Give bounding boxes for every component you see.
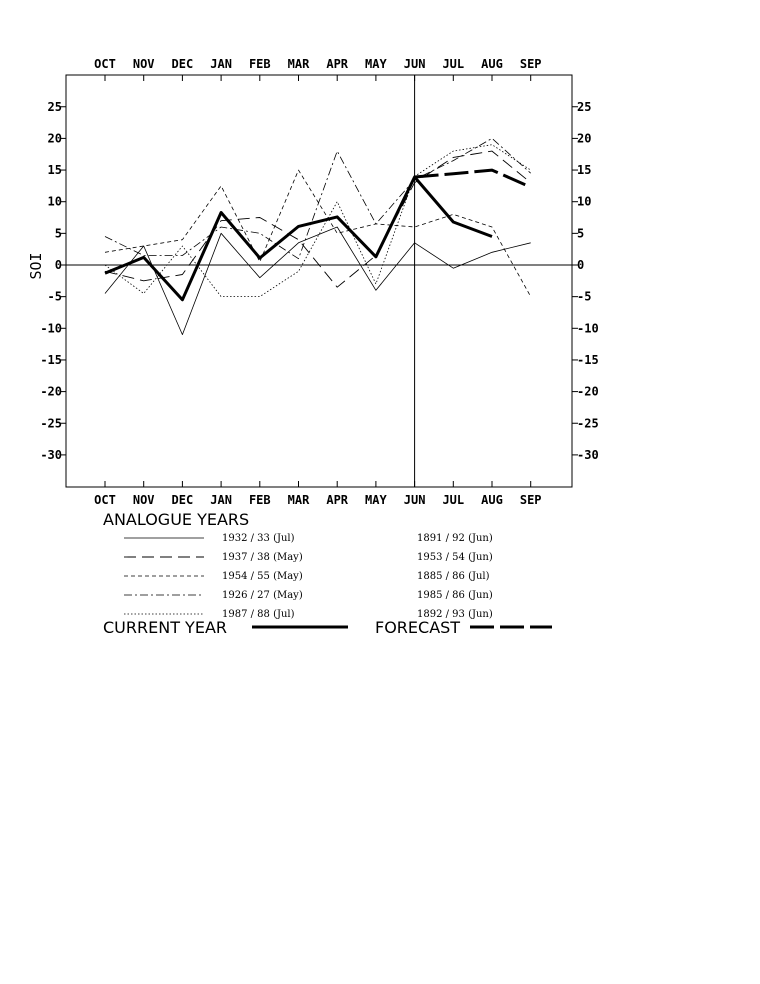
x-tick-label-bottom: AUG (481, 493, 503, 507)
legend-entry-left: 1937 / 38 (May) (222, 552, 303, 563)
current-year-label: CURRENT YEAR (103, 618, 227, 637)
legend-title: ANALOGUE YEARS (103, 510, 249, 529)
y-tick-label-right: 25 (577, 100, 591, 114)
x-tick-label-top: APR (326, 57, 348, 71)
x-tick-label-top: FEB (249, 57, 271, 71)
y-tick-label-right: 20 (577, 131, 591, 145)
x-tick-label-top: AUG (481, 57, 503, 71)
x-tick-label-top: OCT (94, 57, 116, 71)
legend-entry-left: 1932 / 33 (Jul) (222, 533, 295, 544)
y-tick-label-left: -15 (40, 353, 62, 367)
legend-entry-right: 1891 / 92 (Jun) (417, 533, 493, 544)
y-tick-label-right: -15 (577, 353, 599, 367)
analogue-series-line-3 (104, 137, 531, 260)
x-tick-label-bottom: SEP (520, 493, 542, 507)
forecast-label: FORECAST (375, 618, 460, 637)
analogue-series-line-2 (104, 169, 532, 297)
x-tick-label-top: NOV (133, 57, 155, 71)
y-tick-label-left: -10 (40, 321, 62, 335)
series-lines (104, 137, 532, 336)
y-tick-label-left: 10 (48, 195, 62, 209)
analogue-series-line-4 (104, 144, 531, 298)
analogue-series-line-1 (104, 150, 531, 288)
y-tick-label-left: 20 (48, 131, 62, 145)
y-tick-label-right: -25 (577, 416, 599, 430)
x-tick-label-bottom: FEB (249, 493, 271, 507)
y-tick-label-right: -10 (577, 321, 599, 335)
x-tick-label-bottom: JAN (210, 493, 232, 507)
y-axis-label: SOI (27, 252, 45, 279)
y-tick-label-left: -20 (40, 385, 62, 399)
legend-entry-left: 1926 / 27 (May) (222, 590, 303, 601)
x-tick-label-top: DEC (172, 57, 194, 71)
y-tick-label-left: -25 (40, 416, 62, 430)
y-tick-label-left: 25 (48, 100, 62, 114)
axis-ticks (60, 75, 578, 487)
x-tick-label-top: MAR (288, 57, 310, 71)
y-tick-label-right: -30 (577, 448, 599, 462)
analogue-series-line-0 (104, 226, 531, 336)
x-tick-label-bottom: DEC (172, 493, 194, 507)
y-tick-label-left: 5 (55, 226, 62, 240)
y-tick-label-right: 0 (577, 258, 584, 272)
plot-frame (65, 74, 573, 488)
legend-entry-right: 1953 / 54 (Jun) (417, 552, 493, 563)
y-tick-labels: 25 25 20 20 15 15 10 10 5 5 0 0 -5 -5 -10 -10 -15 -15 -20 -… (40, 100, 598, 462)
x-tick-label-top: SEP (520, 57, 542, 71)
y-tick-label-left: 15 (48, 163, 62, 177)
y-tick-label-left: -5 (48, 290, 62, 304)
legend-entry-right: 1892 / 93 (Jun) (417, 609, 493, 620)
x-tick-label-top: JAN (210, 57, 232, 71)
legend-entry-right: 1885 / 86 (Jul) (417, 571, 490, 582)
legend-entry-left: 1954 / 55 (May) (222, 571, 303, 582)
x-tick-label-bottom: MAR (288, 493, 310, 507)
x-tick-label-bottom: NOV (133, 493, 155, 507)
legend: ANALOGUE YEARS 1932 / 33 (Jul) 1937 / 38 … (103, 510, 552, 637)
y-tick-label-right: 15 (577, 163, 591, 177)
legend-entry-right: 1985 / 86 (Jun) (417, 590, 493, 601)
y-tick-label-left: -30 (40, 448, 62, 462)
y-tick-label-right: -5 (577, 290, 591, 304)
y-tick-label-left: 0 (55, 258, 62, 272)
y-tick-label-right: 10 (577, 195, 591, 209)
x-tick-label-bottom: APR (326, 493, 348, 507)
y-tick-label-right: -20 (577, 385, 599, 399)
x-tick-labels: OCT OCT NOV NOV DEC DEC JAN JAN FEB FEB MAR MAR APR A… (94, 57, 541, 507)
x-tick-label-bottom: MAY (365, 493, 387, 507)
x-tick-label-bottom: JUN (404, 493, 426, 507)
x-tick-label-top: JUL (442, 57, 464, 71)
legend-rows: 1932 / 33 (Jul) 1937 / 38 (May) 1954 / 55 … (124, 533, 493, 620)
current-year-line (104, 175, 493, 302)
legend-entry-left: 1987 / 88 (Jul) (222, 609, 295, 620)
y-tick-label-right: 5 (577, 226, 584, 240)
x-tick-label-bottom: OCT (94, 493, 116, 507)
x-tick-label-top: JUN (404, 57, 426, 71)
x-tick-label-bottom: JUL (442, 493, 464, 507)
forecast-line (414, 168, 532, 189)
x-tick-label-top: MAY (365, 57, 387, 71)
